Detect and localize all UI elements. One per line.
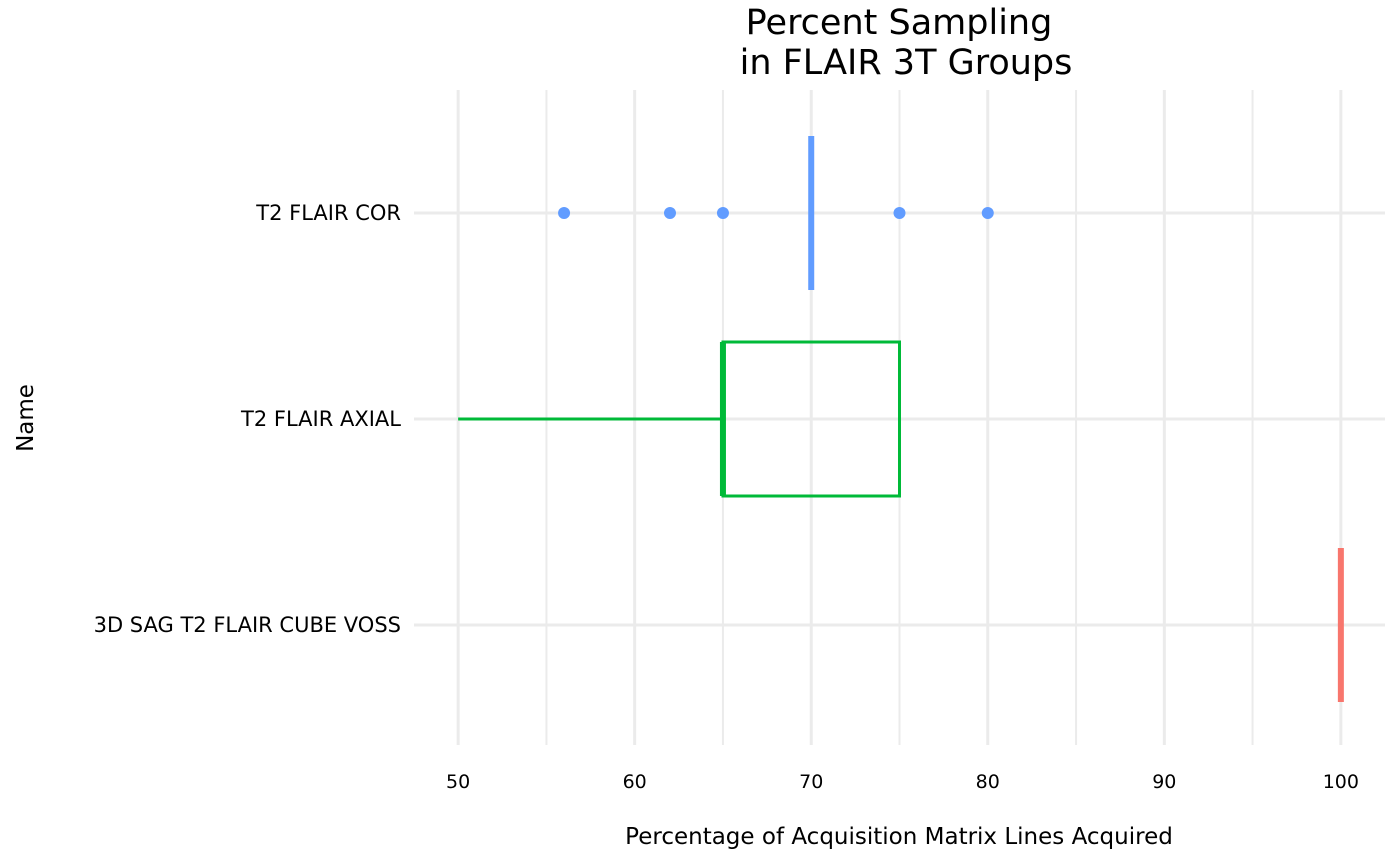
marks-layer <box>458 136 1344 702</box>
chart-title-line-1: Percent Sampling <box>746 3 1053 43</box>
x-tick-label-4: 90 <box>1152 771 1176 793</box>
outlier-point-2-3 <box>893 207 906 219</box>
outlier-point-2-0 <box>558 207 571 219</box>
box-group-2 <box>558 136 994 290</box>
x-tick-label-2: 70 <box>799 771 823 793</box>
category-label-1: T2 FLAIR AXIAL <box>240 407 401 431</box>
y-axis-title: Name <box>13 384 39 452</box>
x-tick-label-3: 80 <box>976 771 1000 793</box>
outlier-point-2-2 <box>716 207 729 219</box>
x-axis-title: Percentage of Acquisition Matrix Lines A… <box>625 824 1173 850</box>
x-tick-label-1: 60 <box>623 771 647 793</box>
text-layer: Percent Sampling in FLAIR 3T Groups Perc… <box>13 3 1359 850</box>
outlier-point-2-1 <box>663 207 676 219</box>
box-group-1 <box>458 340 901 498</box>
x-tick-label-5: 100 <box>1323 771 1359 793</box>
outlier-point-2-4 <box>981 207 994 219</box>
x-tick-label-0: 50 <box>446 771 470 793</box>
chart-title-line-2: in FLAIR 3T Groups <box>740 43 1073 83</box>
category-label-2: T2 FLAIR COR <box>255 201 401 225</box>
category-label-0: 3D SAG T2 FLAIR CUBE VOSS <box>94 613 401 637</box>
